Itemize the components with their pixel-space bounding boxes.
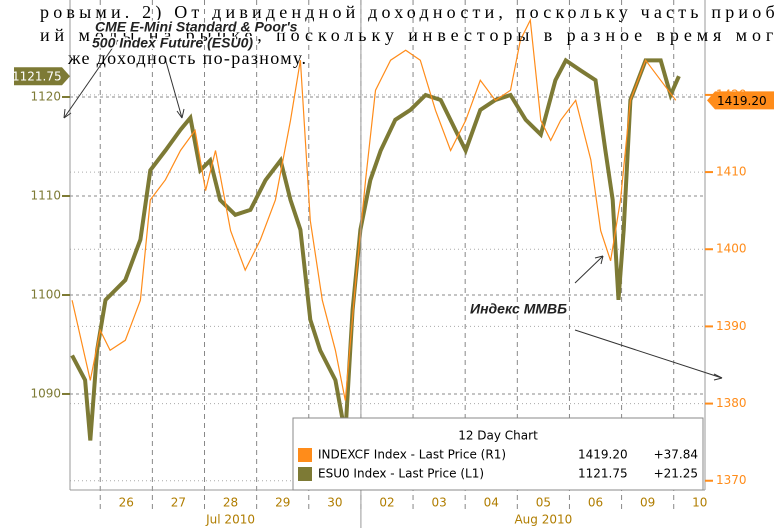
x-tick-label: 10 (692, 496, 707, 510)
y2-tick-label: 1400 (716, 242, 747, 256)
legend-swatch (298, 467, 312, 481)
legend-last: 1121.75 (578, 467, 628, 481)
price-tag (707, 91, 774, 110)
annotation: CME E-Mini Standard & Poor's (95, 19, 298, 35)
x-tick-label: 27 (171, 496, 186, 510)
price-tag-label: 1121.75 (12, 70, 62, 84)
x-tick-label: 03 (431, 496, 446, 510)
legend-name: ESU0 Index - Last Price (L1) (318, 467, 484, 481)
overlay-text: ровыми. 2) От дивидендной доходности, по… (40, 2, 774, 318)
annotation: Индекс ММВБ (470, 301, 567, 317)
y2-tick-label: 1380 (716, 396, 747, 410)
x-tick-label: 02 (379, 496, 394, 510)
price-tag-label: 1419.20 (717, 94, 767, 108)
arrows (63, 39, 723, 381)
y-tick-label: 1090 (30, 386, 61, 400)
x-tick-label: 28 (223, 496, 238, 510)
month-label: Jul 2010 (205, 513, 255, 527)
legend-swatch (298, 448, 312, 462)
legend-change: +37.84 (654, 448, 698, 462)
x-tick-label: 04 (484, 496, 499, 510)
x-tick-label: 09 (640, 496, 655, 510)
x-tick-label: 06 (588, 496, 603, 510)
annotation: 500 Index Future (ESU0) (92, 35, 253, 51)
series-line (71, 17, 677, 401)
legend: 12 Day Chart INDEXCF Index - Last Price (… (292, 417, 704, 491)
y2-tick-label: 1370 (716, 473, 747, 487)
lines (70, 17, 681, 441)
x-tick-label: 26 (119, 496, 134, 510)
legend-last: 1419.20 (578, 448, 628, 462)
x-tick-label: 29 (275, 496, 290, 510)
overlay-line: же доходность по-разному. (67, 48, 306, 68)
x-tick-label: 30 (327, 496, 342, 510)
y2-tick-label: 1410 (716, 165, 747, 179)
legend-change: +21.25 (654, 467, 698, 481)
month-label: Aug 2010 (514, 513, 572, 527)
series-line (70, 57, 681, 441)
x-tick-label: 05 (536, 496, 551, 510)
price-tag (14, 67, 70, 86)
legend-box (292, 417, 704, 491)
y-tick-label: 1110 (30, 189, 61, 203)
y2-tick-label: 1390 (716, 319, 747, 333)
y-tick-label: 1100 (30, 287, 61, 301)
legend-name: INDEXCF Index - Last Price (R1) (318, 448, 506, 462)
legend-title: 12 Day Chart (458, 429, 538, 443)
y-tick-label: 1120 (30, 90, 61, 104)
ticks: 1090110011101120137013801390140014101420… (12, 0, 774, 528)
